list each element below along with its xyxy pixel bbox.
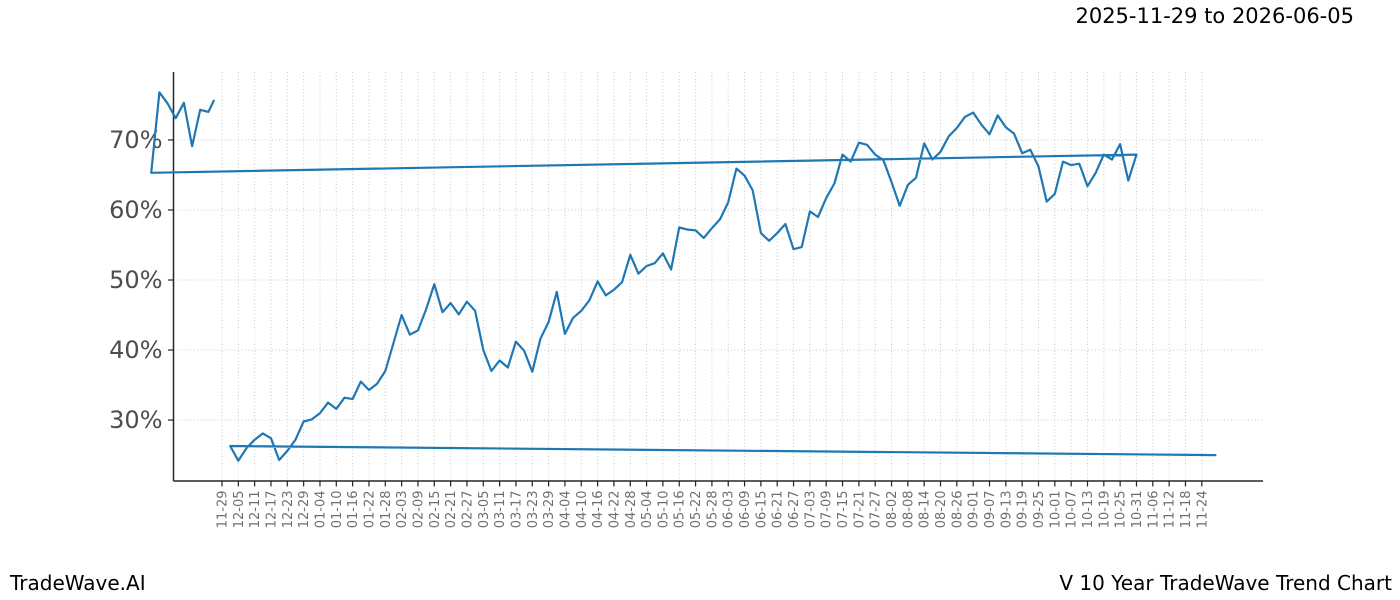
- x-tick-label: 11-29: [216, 491, 231, 529]
- x-tick-label: 04-10: [575, 491, 590, 529]
- x-tick-label: 06-27: [787, 491, 802, 529]
- x-tick-label: 03-29: [542, 491, 557, 529]
- x-tick-label: 07-03: [803, 491, 818, 529]
- x-tick-label: 01-16: [346, 491, 361, 529]
- x-tick-label: 12-17: [264, 491, 279, 529]
- x-tick-label: 05-04: [640, 491, 655, 529]
- x-tick-label: 08-26: [950, 491, 965, 529]
- x-tick-label: 12-29: [297, 491, 312, 529]
- x-tick-label: 06-03: [722, 491, 737, 529]
- x-tick-label: 09-01: [967, 491, 982, 529]
- x-tick-label: 06-21: [771, 491, 786, 529]
- x-tick-label: 12-11: [248, 491, 263, 529]
- x-tick-label: 08-20: [934, 491, 949, 529]
- x-tick-label: 05-28: [705, 491, 720, 529]
- x-tick-label: 10-31: [1130, 491, 1145, 529]
- x-tick-label: 05-10: [656, 491, 671, 529]
- x-tick-label: 08-02: [885, 491, 900, 529]
- x-tick-label: 03-05: [477, 491, 492, 529]
- x-tick-label: 10-01: [1048, 491, 1063, 529]
- x-tick-label: 11-18: [1179, 491, 1194, 529]
- x-tick-label: 02-27: [460, 491, 475, 529]
- x-tick-label: 12-23: [281, 491, 296, 529]
- x-tick-label: 05-16: [673, 491, 688, 529]
- x-tick-label: 07-15: [836, 491, 851, 529]
- x-tick-label: 07-21: [852, 491, 867, 529]
- x-tick-label: 01-10: [330, 491, 345, 529]
- x-tick-label: 02-21: [444, 491, 459, 529]
- x-tick-label: 07-27: [869, 491, 884, 529]
- x-tick-label: 02-15: [428, 491, 443, 529]
- chart-title: 2025-11-29 to 2026-06-05: [1075, 4, 1354, 28]
- x-tick-label: 10-07: [1065, 491, 1080, 529]
- x-tick-label: 08-14: [918, 491, 933, 529]
- x-tick-label: 04-04: [558, 491, 573, 529]
- x-tick-label: 04-16: [591, 491, 606, 529]
- y-tick-label: 30%: [109, 406, 162, 434]
- x-tick-label: 02-03: [395, 491, 410, 529]
- x-tick-label: 09-13: [999, 491, 1014, 529]
- x-tick-label: 09-25: [1032, 491, 1047, 529]
- x-tick-label: 07-09: [820, 491, 835, 529]
- x-tick-label: 04-22: [607, 491, 622, 529]
- chart-subtitle: V 10 Year TradeWave Trend Chart: [1059, 571, 1392, 595]
- x-tick-label: 09-07: [983, 491, 998, 529]
- x-tick-label: 11-24: [1195, 491, 1210, 529]
- x-tick-label: 01-28: [379, 491, 394, 529]
- x-tick-label: 12-05: [232, 491, 247, 529]
- x-tick-label: 06-09: [738, 491, 753, 529]
- x-tick-label: 11-12: [1163, 491, 1178, 529]
- brand-label: TradeWave.AI: [10, 571, 146, 595]
- x-tick-label: 04-28: [624, 491, 639, 529]
- y-tick-label: 50%: [109, 266, 162, 294]
- x-tick-label: 08-08: [901, 491, 916, 529]
- x-tick-label: 10-19: [1097, 491, 1112, 529]
- y-tick-label: 60%: [109, 196, 162, 224]
- x-tick-label: 03-23: [526, 491, 541, 529]
- x-tick-label: 01-22: [362, 491, 377, 529]
- y-tick-label: 40%: [109, 336, 162, 364]
- x-tick-label: 06-15: [754, 491, 769, 529]
- x-tick-label: 02-09: [411, 491, 426, 529]
- x-tick-label: 05-22: [689, 491, 704, 529]
- x-tick-label: 03-11: [493, 491, 508, 529]
- x-tick-label: 10-25: [1114, 491, 1129, 529]
- x-tick-label: 09-19: [1016, 491, 1031, 529]
- x-tick-label: 10-13: [1081, 491, 1096, 529]
- trend-line: [150, 91, 1217, 462]
- x-tick-label: 01-04: [313, 491, 328, 529]
- x-tick-label: 03-17: [509, 491, 524, 529]
- x-tick-label: 11-06: [1146, 491, 1161, 529]
